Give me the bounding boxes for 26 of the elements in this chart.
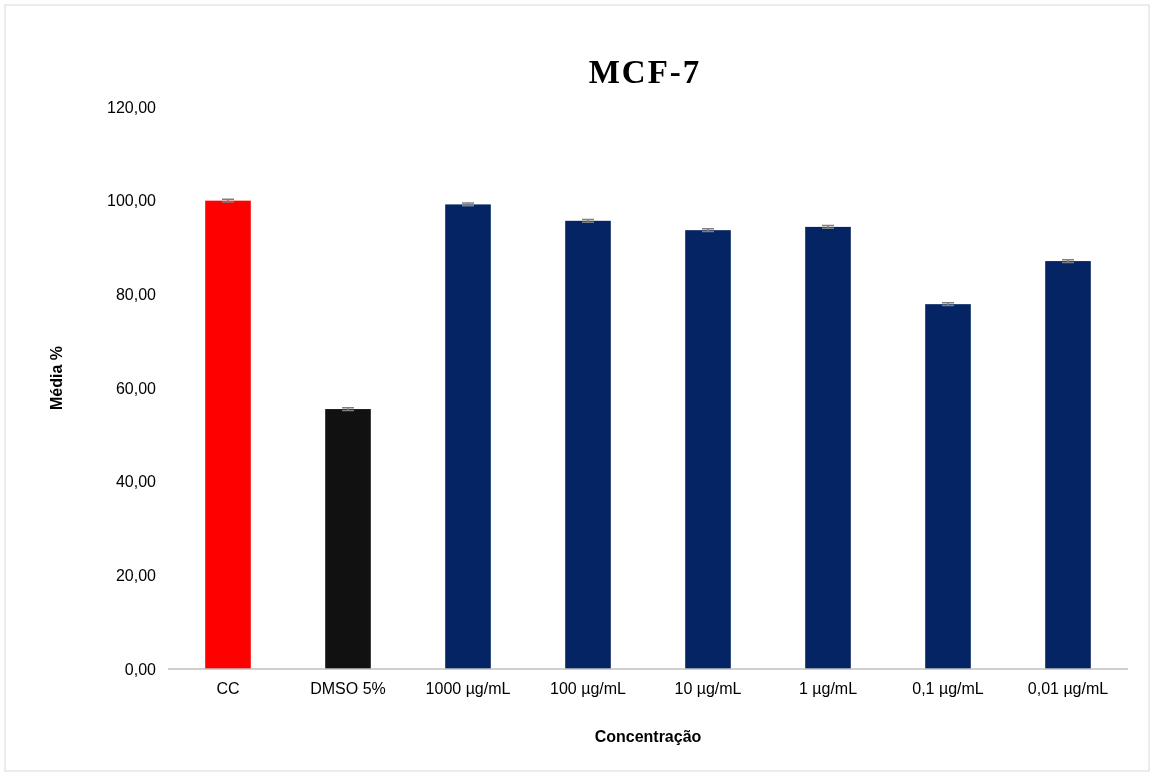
y-tick-label: 0,00 (124, 660, 157, 678)
x-tick-label: 0,01 µg/mL (1027, 680, 1109, 698)
chart-title: MCF-7 (588, 54, 702, 90)
y-tick-label: 20,00 (115, 566, 157, 584)
bar (925, 304, 971, 669)
y-tick-label: 80,00 (115, 285, 157, 303)
bar (205, 200, 251, 669)
x-axis-title: Concentração (594, 728, 702, 745)
x-tick-label: 100 µg/mL (550, 680, 627, 698)
x-tick-label: 1000 µg/mL (425, 680, 511, 698)
y-tick-label: 100,00 (107, 192, 157, 210)
bar (805, 226, 851, 669)
y-tick-label: 40,00 (115, 473, 157, 491)
bar (325, 409, 371, 669)
x-tick-label: DMSO 5% (310, 680, 386, 698)
bar (1045, 261, 1091, 669)
y-tick-label: 60,00 (115, 379, 157, 397)
y-tick-label: 120,00 (107, 98, 157, 116)
bar (565, 220, 611, 669)
y-axis-title: Média % (48, 345, 65, 411)
x-tick-label: CC (216, 680, 240, 698)
bar (685, 230, 731, 669)
x-tick-label: 0,1 µg/mL (912, 680, 984, 698)
x-tick-label: 1 µg/mL (798, 680, 858, 698)
bar (445, 204, 491, 669)
x-tick-label: 10 µg/mL (674, 680, 742, 698)
